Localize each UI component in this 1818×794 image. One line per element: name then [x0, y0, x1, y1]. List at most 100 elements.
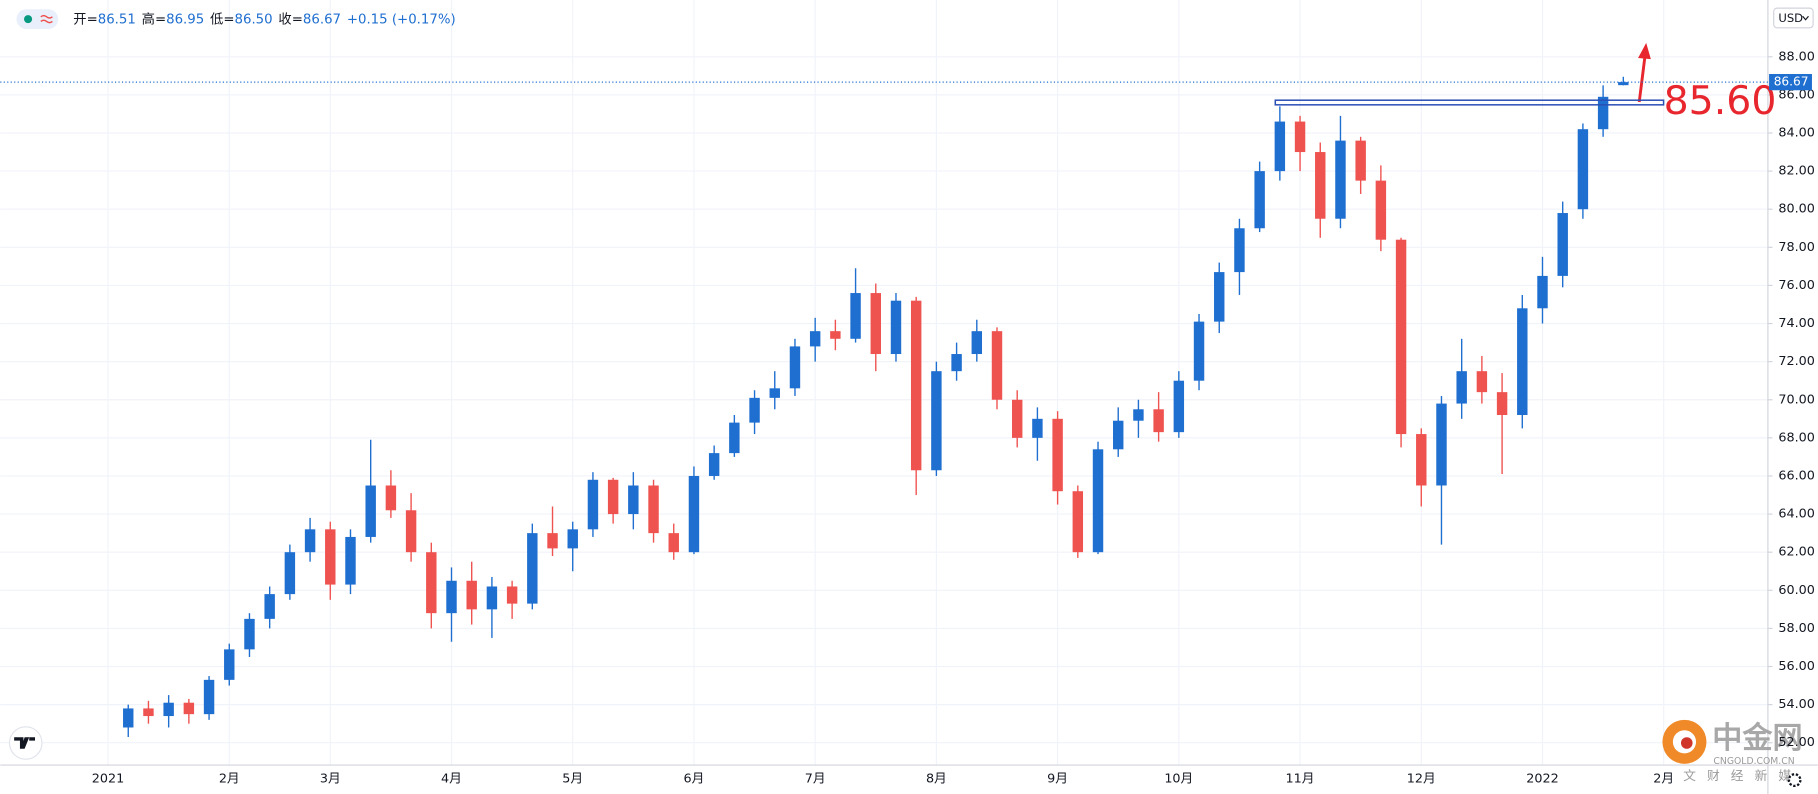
- legend-value: 86.67: [303, 13, 341, 28]
- candle-body: [749, 397, 760, 423]
- ohlc-legend: 开=86.51 高=86.95 低=86.50 收=86.67 +0.15 (+0.17…: [73, 11, 455, 28]
- candle-body: [1375, 180, 1387, 240]
- legend-change: +0.15 (+0.17%): [347, 13, 456, 28]
- candle-body: [506, 586, 518, 604]
- candle-body: [345, 536, 356, 585]
- candle-body: [1537, 275, 1548, 309]
- legend-label: 收=: [278, 12, 302, 28]
- legend-label: 低=: [210, 12, 234, 28]
- y-tick-label: 68.00: [1778, 430, 1815, 445]
- candle-body: [1254, 171, 1265, 229]
- legend-value: 86.51: [98, 13, 136, 28]
- candle-body: [708, 453, 720, 476]
- candle-body: [1355, 140, 1366, 181]
- candle-body: [1416, 434, 1427, 486]
- x-tick-label: 2022: [1526, 771, 1558, 786]
- candles: [123, 76, 1629, 738]
- candle-body: [1577, 129, 1589, 210]
- logo-mark: [14, 737, 36, 749]
- y-tick-label: 84.00: [1778, 125, 1815, 140]
- candle-body: [991, 331, 1003, 400]
- legend-value: 86.50: [235, 13, 273, 28]
- brand-name: 中金网: [1712, 720, 1802, 756]
- currency-select[interactable]: USD: [1773, 7, 1814, 29]
- wave-icon: [40, 14, 53, 24]
- candle-body: [405, 510, 417, 553]
- x-tick-label: 11月: [1286, 771, 1315, 786]
- currency-label: USD: [1778, 11, 1803, 25]
- x-tick-label: 12月: [1407, 771, 1436, 786]
- candle-body: [486, 586, 498, 610]
- x-tick-label: 2月: [1653, 771, 1674, 786]
- y-tick-label: 88.00: [1778, 49, 1815, 64]
- x-tick-label: 6月: [684, 771, 705, 786]
- candle-body: [1011, 399, 1023, 438]
- candle-body: [203, 679, 215, 715]
- y-tick-label: 64.00: [1778, 507, 1815, 522]
- candle-body: [830, 331, 841, 339]
- candle-body: [547, 533, 558, 549]
- brand-slogan: 文 财 经 新 媒: [1683, 768, 1794, 784]
- candle-body: [890, 300, 902, 355]
- candle-body: [1436, 403, 1447, 486]
- candle-body: [1557, 213, 1568, 276]
- candle-body: [1072, 491, 1084, 553]
- candle-body: [809, 331, 821, 347]
- candle-body: [1618, 82, 1629, 86]
- y-tick-label: 82.00: [1778, 164, 1815, 179]
- candle-body: [628, 485, 639, 515]
- candle-body: [1092, 449, 1104, 553]
- branding: 中金网 CNGOLD.COM.CN 文 财 经 新 媒: [1662, 719, 1803, 784]
- x-tick-label: 5月: [562, 771, 583, 786]
- symbol-toggle[interactable]: [16, 9, 59, 29]
- arrow-head: [1638, 42, 1651, 60]
- x-tick-label: 9月: [1047, 771, 1068, 786]
- toggle-pill[interactable]: [16, 9, 59, 29]
- candle-body: [951, 354, 962, 372]
- brand-dot: [1680, 737, 1693, 749]
- settings[interactable]: [1787, 773, 1802, 788]
- last-price-box: [1769, 74, 1812, 91]
- candle-body: [1597, 96, 1609, 130]
- tv-logo: [8, 726, 43, 760]
- candle-body: [426, 552, 437, 614]
- candle-body: [466, 580, 477, 610]
- candle-body: [870, 293, 881, 355]
- y-tick-label: 52.00: [1778, 735, 1815, 750]
- gear-icon[interactable]: [1787, 773, 1802, 788]
- candle-body: [971, 331, 983, 355]
- x-tick-label: 7月: [805, 771, 826, 786]
- candle-body: [729, 422, 740, 454]
- candle-body: [1214, 272, 1225, 322]
- candle-body: [1294, 121, 1306, 153]
- candle-body: [224, 649, 235, 680]
- candle-body: [587, 479, 599, 530]
- arrow: [1637, 42, 1651, 103]
- candle-body: [789, 346, 801, 389]
- candle-body: [183, 702, 195, 715]
- x-tick-label: 2021: [92, 771, 124, 786]
- candle-body: [1153, 409, 1164, 433]
- candle-body: [648, 485, 659, 534]
- candle-body: [931, 371, 942, 471]
- candle-body: [850, 293, 861, 339]
- candle-body: [1395, 239, 1407, 435]
- x-tick-label: 10月: [1164, 771, 1193, 786]
- status-dot: [24, 15, 33, 24]
- candle-body: [688, 475, 700, 553]
- y-tick-label: 58.00: [1778, 621, 1815, 636]
- candle-body: [264, 594, 275, 619]
- candle-body: [1517, 308, 1528, 415]
- currency-box[interactable]: [1773, 7, 1814, 29]
- caret: [1802, 15, 1809, 21]
- candle-body: [769, 388, 780, 398]
- candle-body: [527, 533, 538, 604]
- candle-body: [1476, 371, 1488, 393]
- candle-body: [607, 479, 619, 515]
- candle-body: [1032, 418, 1043, 438]
- candle-body: [284, 552, 296, 595]
- level-label: 85.60: [1664, 78, 1777, 124]
- candle-body: [143, 708, 154, 717]
